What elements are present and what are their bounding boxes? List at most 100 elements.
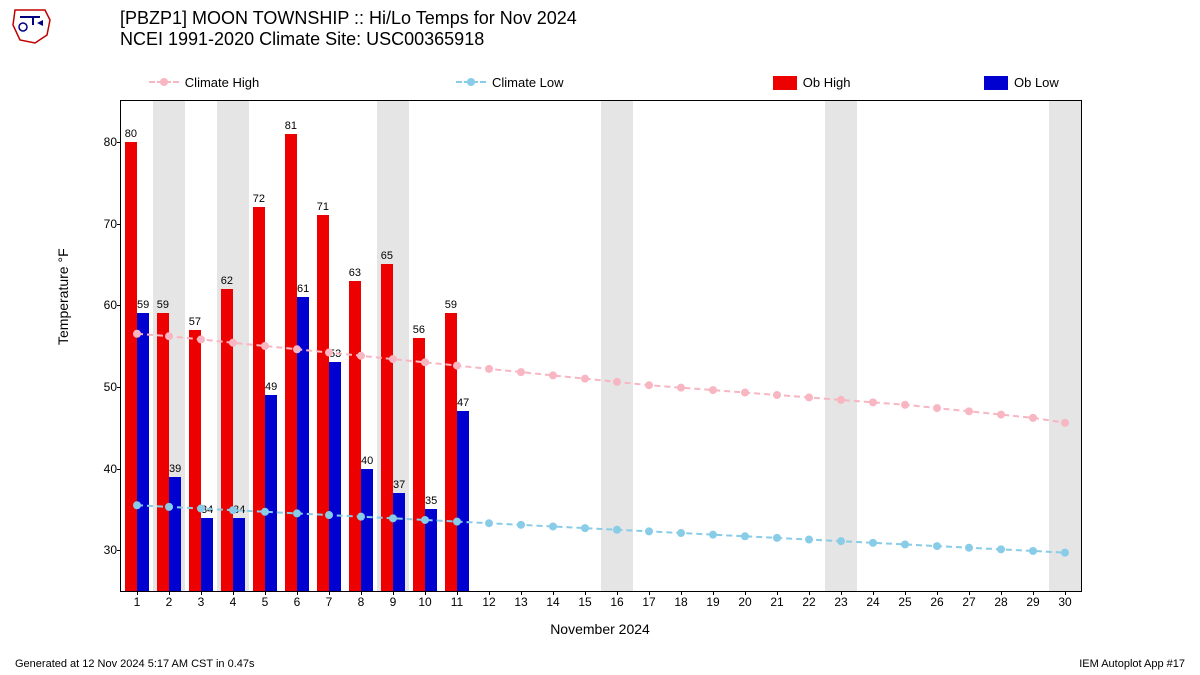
bar-value-label: 80 <box>125 128 137 140</box>
weekend-shade <box>601 101 633 591</box>
x-tick-mark <box>1001 591 1002 595</box>
bar-value-label: 62 <box>221 275 233 287</box>
x-tick-mark <box>873 591 874 595</box>
legend: Climate High Climate Low Ob High Ob Low <box>120 75 1080 95</box>
bar-value-label: 59 <box>157 299 169 311</box>
y-tick-mark <box>117 224 121 225</box>
bar <box>253 207 265 591</box>
bar <box>393 493 405 591</box>
x-tick-mark <box>137 591 138 595</box>
bar <box>445 313 457 591</box>
bar <box>413 338 425 591</box>
title-line2: NCEI 1991-2020 Climate Site: USC00365918 <box>120 29 577 50</box>
x-tick-mark <box>745 591 746 595</box>
chart-plot-area: 3040506070801234567891011121314151617181… <box>120 100 1082 592</box>
x-tick-mark <box>777 591 778 595</box>
legend-item: Climate Low <box>456 75 564 90</box>
y-axis-label: Temperature °F <box>55 248 71 345</box>
y-tick-mark <box>117 305 121 306</box>
bar <box>361 469 373 592</box>
bar <box>233 518 245 592</box>
bar-value-label: 61 <box>297 283 309 295</box>
bar <box>169 477 181 591</box>
bar-value-label: 56 <box>413 324 425 336</box>
bar-value-label: 49 <box>265 381 277 393</box>
legend-line-swatch <box>149 81 179 85</box>
bar-value-label: 47 <box>457 397 469 409</box>
bar-value-label: 34 <box>233 504 245 516</box>
y-tick-label: 70 <box>87 217 121 231</box>
legend-label: Ob High <box>803 75 851 90</box>
bar <box>125 142 137 591</box>
bar-value-label: 65 <box>381 250 393 262</box>
y-tick-label: 80 <box>87 135 121 149</box>
x-tick-mark <box>201 591 202 595</box>
chart-title: [PBZP1] MOON TOWNSHIP :: Hi/Lo Temps for… <box>120 8 577 50</box>
x-tick-mark <box>169 591 170 595</box>
x-tick-mark <box>841 591 842 595</box>
bar <box>317 215 329 591</box>
bar <box>349 281 361 591</box>
legend-label: Climate High <box>185 75 259 90</box>
legend-dot <box>160 78 168 86</box>
bar <box>297 297 309 591</box>
x-tick-mark <box>1033 591 1034 595</box>
x-tick-mark <box>297 591 298 595</box>
y-tick-mark <box>117 387 121 388</box>
bar-value-label: 57 <box>189 316 201 328</box>
bar <box>265 395 277 591</box>
bar-value-label: 71 <box>317 201 329 213</box>
bar-value-label: 39 <box>169 463 181 475</box>
x-tick-mark <box>617 591 618 595</box>
bar <box>425 509 437 591</box>
y-tick-mark <box>117 550 121 551</box>
y-tick-label: 60 <box>87 298 121 312</box>
footer-app: IEM Autoplot App #17 <box>1079 658 1185 670</box>
bar <box>189 330 201 591</box>
x-tick-mark <box>969 591 970 595</box>
bar-value-label: 37 <box>393 479 405 491</box>
footer-generated: Generated at 12 Nov 2024 5:17 AM CST in … <box>15 658 255 670</box>
x-axis-label: November 2024 <box>120 621 1080 637</box>
x-tick-mark <box>329 591 330 595</box>
weekend-shade <box>1049 101 1081 591</box>
bar-value-label: 35 <box>425 495 437 507</box>
x-tick-mark <box>681 591 682 595</box>
y-tick-label: 30 <box>87 543 121 557</box>
bar <box>137 313 149 591</box>
bar-value-label: 34 <box>201 504 213 516</box>
bar-value-label: 63 <box>349 267 361 279</box>
legend-dot <box>467 78 475 86</box>
legend-item: Ob Low <box>984 75 1059 90</box>
x-tick-mark <box>585 591 586 595</box>
legend-label: Ob Low <box>1014 75 1059 90</box>
bar-value-label: 72 <box>253 193 265 205</box>
x-tick-mark <box>361 591 362 595</box>
legend-label: Climate Low <box>492 75 564 90</box>
x-tick-mark <box>265 591 266 595</box>
x-tick-mark <box>553 591 554 595</box>
legend-line-swatch <box>456 81 486 85</box>
bar <box>157 313 169 591</box>
bar <box>329 362 341 591</box>
x-tick-mark <box>937 591 938 595</box>
x-tick-mark <box>713 591 714 595</box>
bar-value-label: 59 <box>445 299 457 311</box>
legend-box-swatch <box>773 76 797 90</box>
bar <box>221 289 233 591</box>
weekend-shade <box>825 101 857 591</box>
x-tick-mark <box>649 591 650 595</box>
x-tick-mark <box>489 591 490 595</box>
legend-box-swatch <box>984 76 1008 90</box>
legend-item: Ob High <box>773 75 851 90</box>
x-tick-mark <box>425 591 426 595</box>
title-line1: [PBZP1] MOON TOWNSHIP :: Hi/Lo Temps for… <box>120 8 577 29</box>
x-tick-mark <box>233 591 234 595</box>
iem-logo <box>5 5 55 45</box>
x-tick-mark <box>457 591 458 595</box>
y-tick-mark <box>117 469 121 470</box>
bar <box>381 264 393 591</box>
bar-value-label: 53 <box>329 348 341 360</box>
bar-value-label: 40 <box>361 455 373 467</box>
x-tick-mark <box>1065 591 1066 595</box>
